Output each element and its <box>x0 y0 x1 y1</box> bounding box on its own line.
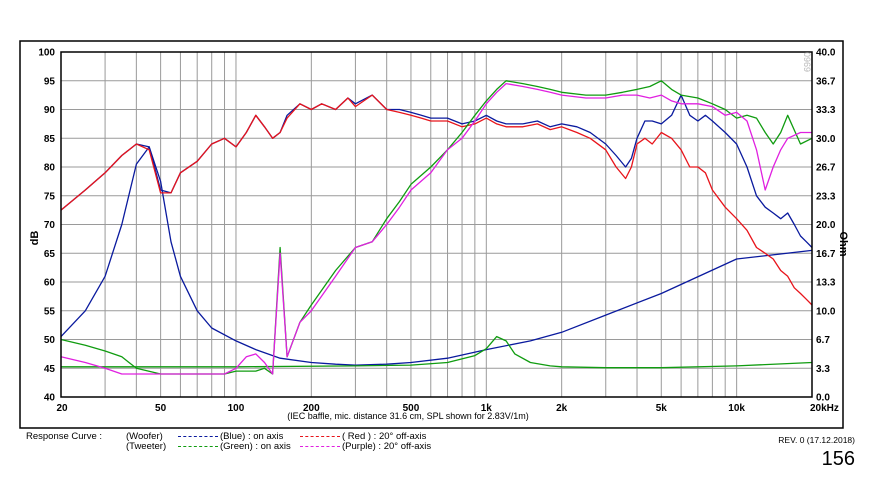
y-tick-label: 50 <box>44 335 56 346</box>
x-tick-label: 10k <box>728 403 745 414</box>
legend-woofer-blue: (Blue) : on axis <box>176 432 283 442</box>
series-line-tweeter-purple-20-off-axis <box>60 82 812 375</box>
page-number: 156 <box>821 448 855 470</box>
y-tick-label: 80 <box>44 163 56 174</box>
legend-tweeter-purple: (Purple) : 20° off-axis <box>298 442 431 452</box>
y-tick-label: 70 <box>44 220 56 231</box>
x-tick-label: 200 <box>303 403 320 414</box>
y-tick-label: 45 <box>44 364 56 375</box>
x-tick-label: 100 <box>228 403 245 414</box>
legend-line-blue-icon <box>178 435 218 437</box>
y2-tick-label: 20.0 <box>816 220 836 231</box>
y2-tick-label: 13.3 <box>816 278 836 289</box>
legend-woofer-red: ( Red ) : 20° off-axis <box>298 432 426 442</box>
y-tick-label: 100 <box>38 48 55 59</box>
series-line-woofer-impedance-blue <box>60 146 813 366</box>
spl-lines <box>60 80 813 375</box>
x-tick-label: 20kHz <box>810 403 839 414</box>
x-tick-label: 1k <box>481 403 493 414</box>
series-line-tweeter-impedance-green <box>61 335 813 369</box>
y2-tick-label: 23.3 <box>816 191 836 202</box>
legend-line-green-icon <box>178 445 218 447</box>
legend-tweeter-green: (Green) : on axis <box>176 442 291 452</box>
y-tick-label: 75 <box>44 191 56 202</box>
x-tick-label: 20 <box>56 403 68 414</box>
chart-frame <box>19 40 844 429</box>
y-tick-label: 55 <box>44 306 56 317</box>
y-tick-labels: 40 45 50 55 60 65 70 75 80 85 90 95 100 <box>38 48 55 404</box>
y2-tick-label: 10.0 <box>816 306 836 317</box>
y-tick-label: 95 <box>44 76 56 87</box>
y2-tick-label: 3.3 <box>816 364 830 375</box>
y2-tick-label: 6.7 <box>816 335 830 346</box>
revision-label: REV. 0 (17.12.2018) <box>778 435 855 445</box>
y2-tick-label: 36.7 <box>816 76 836 87</box>
y-tick-label: 40 <box>44 393 56 404</box>
series-line-tweeter-green-on-axis <box>60 80 813 375</box>
x-tick-labels: 20 50 100 200 500 1k 2k 5k 10k 20kHz <box>56 403 838 414</box>
y2-tick-label: 33.3 <box>816 105 836 116</box>
y2-tick-label: 40.0 <box>816 48 836 59</box>
y2-tick-label: 0.0 <box>816 393 830 404</box>
watermark: 0969 <box>802 52 812 73</box>
legend-line-red-icon <box>300 435 340 437</box>
series-line-woofer-red-20-off-axis <box>60 94 813 306</box>
y2-axis-label: Ohm <box>837 231 849 256</box>
y-axis-label: dB <box>29 231 41 246</box>
legend-woofer-driver: (Woofer) <box>126 431 163 442</box>
y-tick-label: 90 <box>44 105 56 116</box>
y-tick-label: 60 <box>44 278 56 289</box>
x-tick-label: 500 <box>403 403 420 414</box>
x-tick-label: 2k <box>556 403 568 414</box>
x-tick-label: 5k <box>656 403 668 414</box>
y-tick-label: 85 <box>44 134 56 145</box>
chart-caption: (IEC baffle, mic. distance 31.6 cm, SPL … <box>287 411 529 421</box>
y2-tick-label: 16.7 <box>816 249 836 260</box>
plot-area-border <box>60 51 813 398</box>
legend-tweeter-driver: (Tweeter) <box>126 441 167 452</box>
legend-title: Response Curve : <box>26 431 103 442</box>
y2-tick-labels: 0.0 3.3 6.7 10.0 13.3 16.7 20.0 23.3 26.7 30.0 33.… <box>816 48 836 404</box>
y2-tick-label: 26.7 <box>816 163 836 174</box>
y2-tick-label: 30.0 <box>816 134 836 145</box>
legend-line-purple-icon <box>300 445 340 447</box>
x-tick-label: 50 <box>155 403 167 414</box>
y-tick-label: 65 <box>44 249 56 260</box>
impedance-lines <box>60 146 813 369</box>
